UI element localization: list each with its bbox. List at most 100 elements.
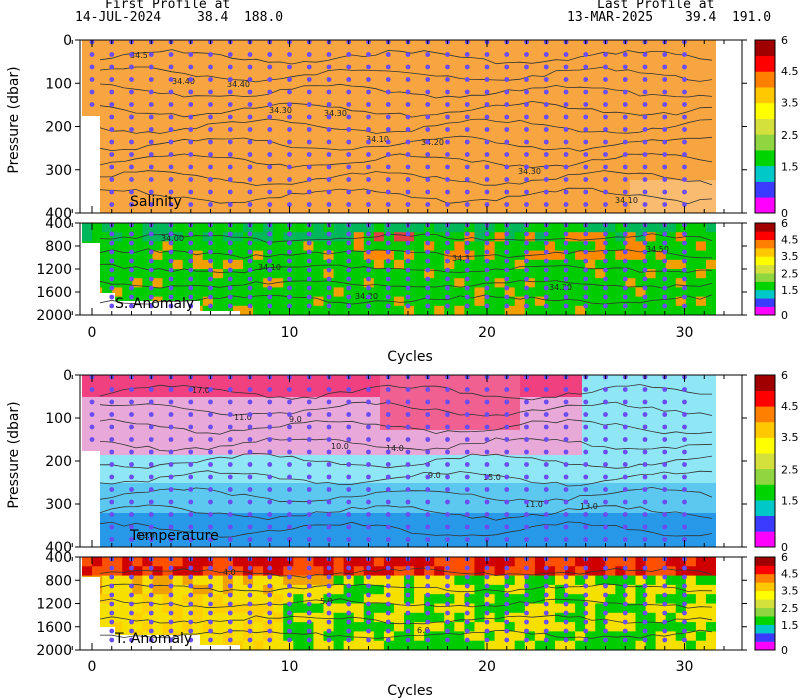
profile-sample-dot — [405, 437, 411, 442]
profile-sample-dot — [682, 574, 687, 580]
profile-sample-dot — [247, 164, 253, 170]
profile-sample-dot — [306, 102, 312, 107]
panel-label: Salinity — [130, 194, 182, 210]
profile-sample-dot — [504, 89, 510, 95]
colorbar-segment — [755, 87, 775, 104]
profile-sample-dot — [583, 64, 589, 70]
profile-sample-dot — [109, 114, 115, 120]
profile-sample-dot — [484, 114, 490, 120]
profile-sample-dot — [622, 399, 628, 405]
profile-sample-dot — [188, 565, 194, 571]
profile-sample-dot — [306, 276, 312, 282]
profile-sample-dot — [484, 164, 490, 170]
profile-sample-dot — [148, 574, 154, 580]
profile-sample-dot — [227, 437, 233, 442]
profile-sample-dot — [306, 303, 312, 309]
profile-sample-dot — [662, 487, 668, 492]
profile-sample-dot — [287, 303, 292, 309]
salinity-field — [82, 40, 716, 213]
profile-sample-dot — [148, 524, 154, 530]
profile-sample-dot — [662, 114, 668, 120]
profile-sample-dot — [188, 240, 194, 246]
profile-sample-dot — [603, 164, 608, 170]
profile-sample-dot — [445, 285, 450, 291]
profile-sample-dot — [346, 164, 352, 170]
profile-sample-dot — [622, 512, 628, 517]
profile-sample-dot — [109, 437, 115, 442]
profile-sample-dot — [247, 574, 253, 580]
profile-sample-dot — [445, 152, 450, 157]
profile-sample-dot — [484, 139, 490, 145]
profile-sample-dot — [445, 294, 450, 300]
profile-sample-dot — [188, 399, 194, 405]
profile-sample-dot — [603, 177, 608, 182]
profile-sample-dot — [662, 285, 668, 291]
profile-sample-dot — [583, 152, 589, 157]
profile-sample-dot — [642, 462, 648, 467]
profile-sample-dot — [405, 583, 411, 589]
profile-sample-dot — [346, 437, 352, 442]
profile-sample-dot — [563, 437, 569, 442]
contour-line — [99, 187, 713, 205]
profile-sample-dot — [464, 102, 470, 107]
profile-sample-dot — [227, 487, 233, 492]
profile-sample-dot — [267, 437, 273, 442]
colorbar-tick-label: 2.5 — [781, 464, 799, 477]
profile-sample-dot — [662, 177, 668, 182]
profile-sample-dot — [682, 474, 687, 480]
profile-sample-dot — [583, 387, 589, 392]
profile-sample-dot — [682, 285, 687, 291]
profile-sample-dot — [306, 249, 312, 255]
profile-sample-dot — [524, 399, 529, 405]
profile-sample-dot — [504, 474, 510, 480]
profile-sample-dot — [682, 399, 687, 405]
profile-sample-dot — [208, 610, 213, 616]
profile-sample-dot — [603, 412, 608, 417]
profile-sample-dot — [504, 565, 510, 571]
colorbar-tick-label: 6 — [781, 551, 788, 564]
profile-sample-dot — [425, 249, 431, 255]
colorbar-segment — [755, 71, 775, 88]
profile-sample-dot — [267, 77, 273, 82]
profile-sample-dot — [405, 127, 411, 132]
profile-sample-dot — [109, 202, 115, 207]
x-tick-label: 20 — [478, 659, 496, 675]
profile-sample-dot — [385, 114, 391, 120]
colorbar-frame — [754, 374, 776, 548]
profile-sample-dot — [524, 202, 529, 207]
profile-sample-dot — [464, 303, 470, 309]
profile-sample-dot — [622, 152, 628, 157]
profile-sample-dot — [168, 437, 174, 442]
profile-sample-dot — [148, 601, 154, 607]
profile-sample-dot — [425, 524, 431, 530]
profile-sample-dot — [326, 474, 332, 480]
colorbar-segment — [755, 55, 775, 72]
profile-sample-dot — [524, 152, 529, 157]
profile-sample-dot — [642, 512, 648, 517]
profile-sample-dot — [405, 240, 411, 246]
profile-sample-dot — [464, 276, 470, 282]
profile-sample-dot — [603, 189, 608, 195]
profile-sample-dot — [622, 462, 628, 467]
profile-sample-dot — [168, 512, 174, 517]
contour-line — [99, 170, 713, 186]
contour-line — [99, 437, 713, 452]
profile-sample-dot — [208, 537, 213, 542]
profile-sample-dot — [504, 601, 510, 607]
profile-sample-dot — [267, 285, 273, 291]
profile-sample-dot — [247, 387, 253, 392]
profile-sample-dot — [622, 537, 628, 542]
profile-sample-dot — [405, 537, 411, 542]
profile-sample-dot — [583, 249, 589, 255]
profile-sample-dot — [583, 294, 589, 300]
profile-sample-dot — [208, 449, 213, 455]
profile-sample-dot — [543, 592, 549, 598]
y-tick-label: 2000 — [36, 308, 72, 324]
profile-sample-dot — [405, 164, 411, 170]
profile-sample-dot — [306, 139, 312, 145]
profile-sample-dot — [682, 610, 687, 616]
profile-sample-dot — [148, 202, 154, 207]
profile-sample-dot — [563, 240, 569, 246]
profile-sample-dot — [148, 139, 154, 145]
profile-sample-dot — [583, 89, 589, 95]
